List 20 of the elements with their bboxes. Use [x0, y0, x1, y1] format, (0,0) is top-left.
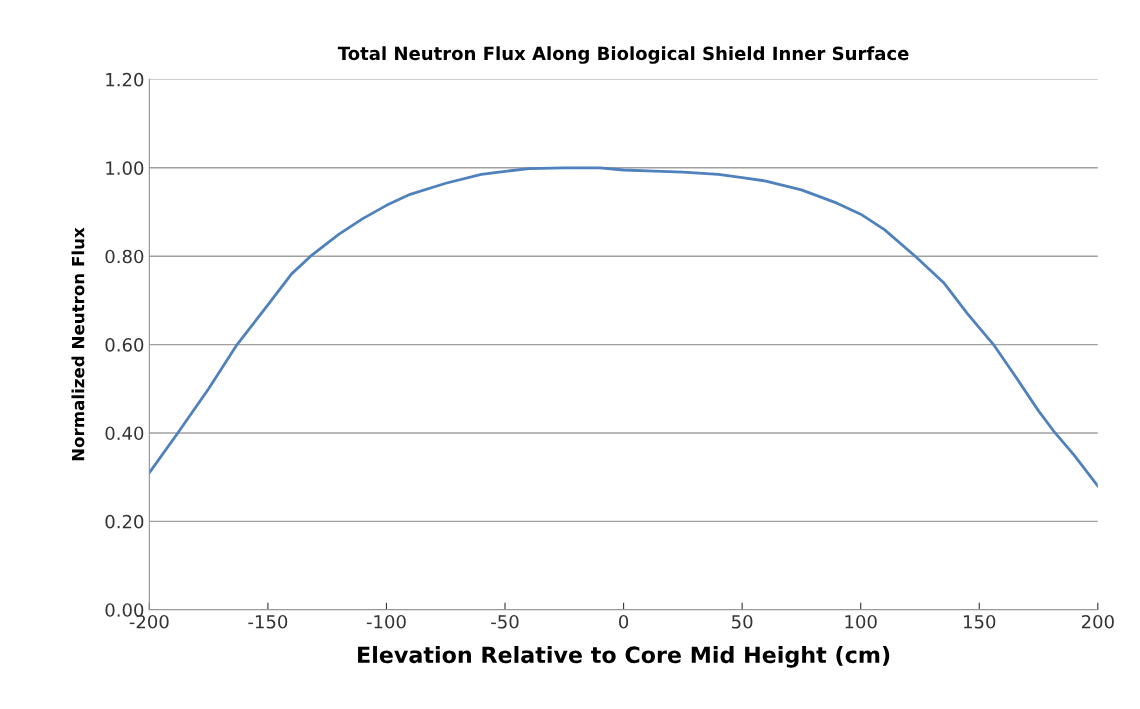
y-axis-title: Normalized Neutron Flux — [71, 227, 85, 461]
line-series — [149, 166, 1098, 488]
x-tick-label: -100 — [366, 614, 406, 629]
x-tick-label: 100 — [845, 614, 877, 629]
chart-title: Total Neutron Flux Along Biological Shield Inner Surface — [337, 46, 909, 64]
y-tick-label: 0.40 — [105, 426, 144, 441]
x-tick-label: 0 — [619, 614, 629, 629]
y-tick-label: 0.60 — [105, 338, 144, 352]
y-tick-label: 1.00 — [106, 161, 144, 175]
y-tick-label: 0.00 — [105, 603, 144, 617]
x-tick-label: 150 — [964, 614, 996, 629]
x-tick-label: 50 — [732, 614, 753, 629]
y-tick-label: 0.20 — [105, 514, 144, 529]
x-tick-label: -200 — [129, 614, 169, 629]
x-tick-label: -50 — [491, 614, 519, 629]
x-tick-label: -150 — [248, 614, 288, 629]
x-axis-title: Elevation Relative to Core Mid Height (cm) — [358, 645, 890, 668]
x-tick-label: 200 — [1081, 614, 1114, 629]
y-tick-label: 0.80 — [105, 249, 144, 264]
y-tick-label: 1.20 — [106, 72, 144, 87]
